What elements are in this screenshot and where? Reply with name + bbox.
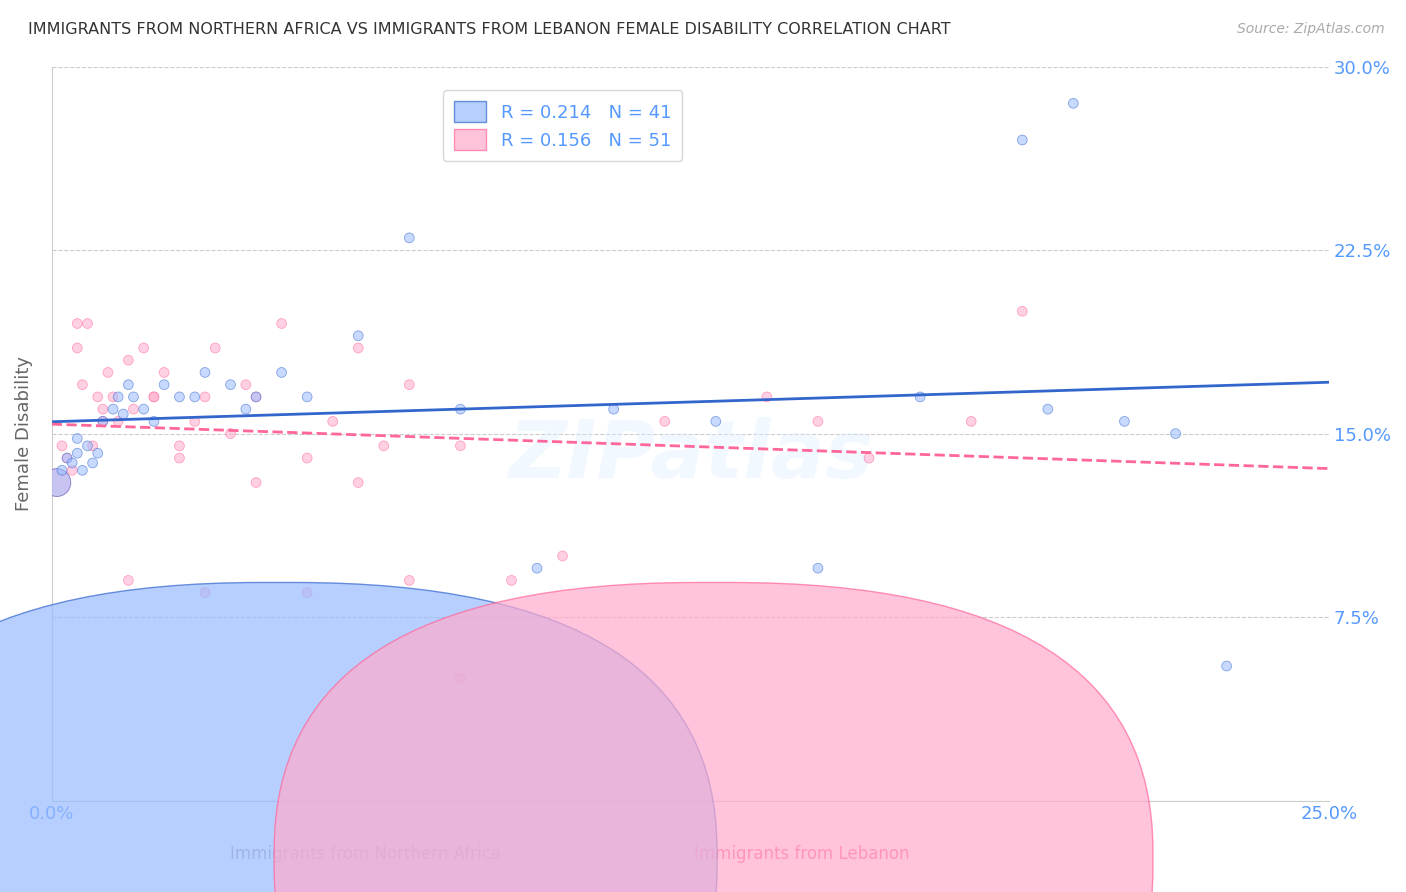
Point xyxy=(235,402,257,417)
Point xyxy=(347,475,370,490)
Point xyxy=(72,463,94,477)
Point xyxy=(117,377,139,392)
Point xyxy=(82,439,104,453)
Point xyxy=(91,402,114,417)
Point xyxy=(1036,402,1059,417)
Point xyxy=(97,366,120,380)
Point xyxy=(1011,133,1033,147)
Point xyxy=(295,390,318,404)
Point xyxy=(398,574,420,588)
Point xyxy=(107,414,129,428)
Point xyxy=(112,407,135,421)
Point xyxy=(194,366,217,380)
Point xyxy=(807,561,830,575)
Point xyxy=(101,402,124,417)
Point xyxy=(132,402,155,417)
Point xyxy=(322,414,344,428)
Point xyxy=(56,451,79,466)
Point xyxy=(122,402,145,417)
Point xyxy=(501,574,523,588)
Point xyxy=(82,456,104,470)
Point xyxy=(449,402,471,417)
Point xyxy=(858,451,880,466)
Point xyxy=(270,366,292,380)
Point xyxy=(91,414,114,428)
Point xyxy=(219,377,242,392)
Point xyxy=(235,377,257,392)
Point xyxy=(142,414,165,428)
Point xyxy=(87,446,110,460)
Point xyxy=(169,451,191,466)
Point xyxy=(1164,426,1187,441)
Point xyxy=(373,439,395,453)
Point xyxy=(66,317,89,331)
Point xyxy=(245,390,267,404)
Point xyxy=(245,475,267,490)
Point xyxy=(1215,659,1237,673)
Point xyxy=(66,432,89,446)
Point xyxy=(107,390,129,404)
Point xyxy=(60,463,83,477)
Point xyxy=(551,549,574,563)
Point xyxy=(270,317,292,331)
Point xyxy=(45,475,67,490)
Point xyxy=(398,377,420,392)
Point xyxy=(184,414,207,428)
Point xyxy=(602,402,624,417)
Point xyxy=(449,439,471,453)
Point xyxy=(66,341,89,355)
Point xyxy=(295,451,318,466)
Point xyxy=(1114,414,1136,428)
Point xyxy=(76,317,98,331)
Point xyxy=(122,390,145,404)
Point xyxy=(101,390,124,404)
Text: Immigrants from Lebanon: Immigrants from Lebanon xyxy=(693,846,910,863)
Point xyxy=(347,328,370,343)
Point xyxy=(51,439,73,453)
Text: Source: ZipAtlas.com: Source: ZipAtlas.com xyxy=(1237,22,1385,37)
Point xyxy=(204,341,226,355)
Point xyxy=(153,366,176,380)
Point xyxy=(60,456,83,470)
Point xyxy=(91,414,114,428)
Point xyxy=(72,377,94,392)
Point xyxy=(169,390,191,404)
Point xyxy=(66,446,89,460)
Legend: R = 0.214   N = 41, R = 0.156   N = 51: R = 0.214 N = 41, R = 0.156 N = 51 xyxy=(443,90,682,161)
Point xyxy=(169,439,191,453)
Text: IMMIGRANTS FROM NORTHERN AFRICA VS IMMIGRANTS FROM LEBANON FEMALE DISABILITY COR: IMMIGRANTS FROM NORTHERN AFRICA VS IMMIG… xyxy=(28,22,950,37)
Point xyxy=(526,561,548,575)
Point xyxy=(347,341,370,355)
Point xyxy=(117,353,139,368)
Point xyxy=(245,390,267,404)
Point xyxy=(142,390,165,404)
Point xyxy=(184,390,207,404)
Point xyxy=(76,439,98,453)
Point xyxy=(755,390,778,404)
Point xyxy=(1062,96,1084,111)
Point xyxy=(142,390,165,404)
Point xyxy=(908,390,931,404)
Point xyxy=(56,451,79,466)
Point xyxy=(398,231,420,245)
Text: ZIPatlas: ZIPatlas xyxy=(508,417,873,495)
Point xyxy=(960,414,983,428)
Point xyxy=(219,426,242,441)
Point xyxy=(51,463,73,477)
Point xyxy=(295,585,318,599)
Point xyxy=(1011,304,1033,318)
Point xyxy=(194,585,217,599)
Point xyxy=(449,671,471,685)
Point xyxy=(117,574,139,588)
Point xyxy=(194,390,217,404)
Point xyxy=(807,414,830,428)
Point xyxy=(87,390,110,404)
Point xyxy=(153,377,176,392)
Point xyxy=(132,341,155,355)
Point xyxy=(45,475,67,490)
Point xyxy=(704,414,727,428)
Text: Immigrants from Northern Africa: Immigrants from Northern Africa xyxy=(231,846,501,863)
Point xyxy=(654,414,676,428)
Y-axis label: Female Disability: Female Disability xyxy=(15,356,32,511)
